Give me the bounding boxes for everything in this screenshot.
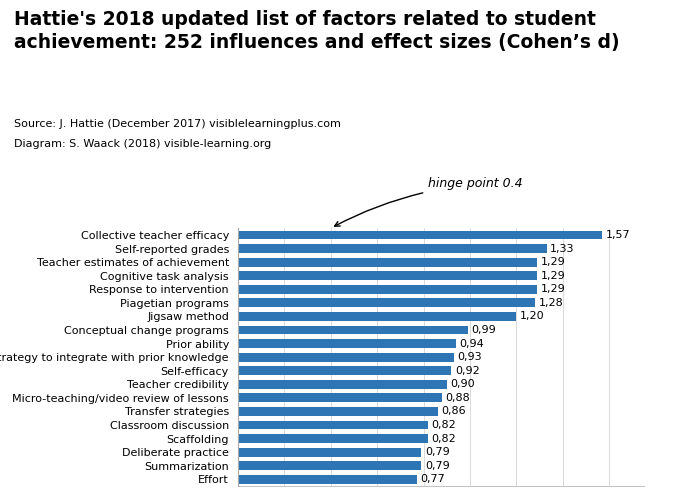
Bar [238,339,456,348]
Text: 1,33: 1,33 [550,244,575,253]
Text: 0,94: 0,94 [460,339,484,349]
Text: 0,79: 0,79 [425,447,449,457]
Bar [238,366,452,375]
Text: 1,29: 1,29 [541,257,566,267]
Text: 0,79: 0,79 [425,461,449,471]
Bar [238,325,468,334]
Text: 0,86: 0,86 [441,406,466,417]
Bar [238,312,517,321]
Text: 1,20: 1,20 [520,311,545,321]
Bar [238,258,538,266]
Bar [238,434,428,443]
Bar [238,271,538,280]
Bar [238,407,438,416]
Text: hinge point 0.4: hinge point 0.4 [335,178,523,226]
Text: 0,77: 0,77 [420,474,445,484]
Bar [238,421,428,430]
Bar [238,461,421,470]
Text: 0,82: 0,82 [432,434,456,443]
Text: 1,57: 1,57 [606,230,630,240]
Text: 0,93: 0,93 [457,352,482,362]
Bar [238,353,454,362]
Bar [238,393,442,402]
Text: 1,29: 1,29 [541,284,566,294]
Text: 0,92: 0,92 [455,366,480,375]
Bar [238,231,602,240]
Text: 0,90: 0,90 [450,379,475,389]
Text: 0,99: 0,99 [471,325,496,335]
Text: 1,29: 1,29 [541,271,566,281]
Text: Hattie's 2018 updated list of factors related to student
achievement: 252 influe: Hattie's 2018 updated list of factors re… [14,10,620,53]
Bar [238,475,416,484]
Bar [238,244,547,253]
Text: 0,82: 0,82 [432,420,456,430]
Text: 0,88: 0,88 [446,393,470,403]
Text: Diagram: S. Waack (2018) visible-learning.org: Diagram: S. Waack (2018) visible-learnin… [14,139,272,149]
Bar [238,380,447,389]
Bar [238,285,538,294]
Text: Source: J. Hattie (December 2017) visiblelearningplus.com: Source: J. Hattie (December 2017) visibl… [14,119,341,129]
Bar [238,448,421,456]
Bar [238,299,535,307]
Text: 1,28: 1,28 [538,298,564,308]
